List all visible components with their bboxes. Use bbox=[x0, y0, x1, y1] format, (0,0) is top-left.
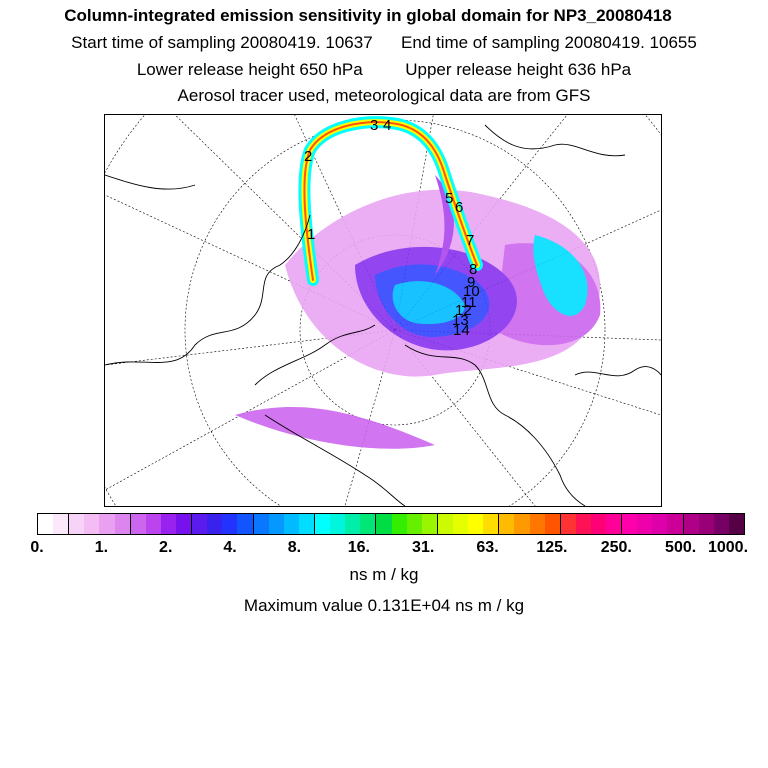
colorbar-segment bbox=[129, 514, 146, 534]
colorbar-segment bbox=[606, 514, 622, 534]
colorbar-segment bbox=[175, 514, 192, 534]
upper-release-height: Upper release height 636 hPa bbox=[405, 60, 632, 79]
trajectory-label-8: 8 bbox=[469, 261, 477, 278]
maximum-value: Maximum value 0.131E+04 ns m / kg bbox=[243, 596, 525, 615]
release-heights: Lower release height 650 hPa Upper relea… bbox=[0, 60, 768, 80]
colorbar-segment bbox=[391, 514, 407, 534]
trajectory-label-7: 7 bbox=[466, 232, 474, 249]
colorbar-segment bbox=[283, 514, 299, 534]
colorbar-tick-label: 31. bbox=[412, 539, 435, 556]
colorbar-segment bbox=[468, 514, 484, 534]
sampling-start: Start time of sampling 20080419. 10637 bbox=[71, 33, 373, 52]
colorbar-segment bbox=[652, 514, 668, 534]
lower-release-height: Lower release height 650 hPa bbox=[136, 60, 363, 79]
colorbar-segment bbox=[99, 514, 115, 534]
trajectory-label-11: 11 bbox=[461, 294, 477, 311]
trajectory-label-10: 10 bbox=[463, 283, 480, 300]
colorbar-segment bbox=[53, 514, 69, 534]
colorbar-segment bbox=[222, 514, 238, 534]
colorbar-segment bbox=[345, 514, 361, 534]
colorbar-segment bbox=[667, 514, 683, 534]
colorbar-segment bbox=[421, 514, 437, 534]
trajectory-label-13: 13 bbox=[452, 312, 469, 329]
trajectory-label-2: 2 bbox=[304, 148, 312, 165]
colorbar-segment bbox=[575, 514, 591, 534]
emission-sensitivity-map: 1 2 3 4 5 6 7 8 9 10 11 12 13 14 bbox=[104, 114, 662, 507]
colorbar-segment bbox=[498, 514, 515, 534]
tracer-note: Aerosol tracer used, meteorological data… bbox=[177, 86, 591, 105]
colorbar-segment bbox=[514, 514, 530, 534]
colorbar-units: ns m / kg bbox=[349, 565, 419, 584]
colorbar-tick-label: 125. bbox=[536, 539, 568, 556]
colorbar-segment bbox=[728, 514, 745, 534]
trajectory-label-14: 14 bbox=[453, 322, 470, 339]
colorbar-segment bbox=[160, 514, 176, 534]
colorbar-segment bbox=[529, 514, 545, 534]
trajectory-label-12: 12 bbox=[455, 302, 472, 319]
colorbar-segment bbox=[406, 514, 422, 534]
colorbar-tick-label: 63. bbox=[476, 539, 499, 556]
colorbar-segment bbox=[145, 514, 161, 534]
trajectory-labels: 1 2 3 4 5 6 7 8 9 10 11 12 13 14 bbox=[304, 117, 480, 339]
colorbar-segment bbox=[559, 514, 576, 534]
colorbar-segment bbox=[114, 514, 130, 534]
sampling-times: Start time of sampling 20080419. 10637 E… bbox=[0, 33, 768, 53]
colorbar-segment bbox=[544, 514, 560, 534]
colorbar-segment bbox=[330, 514, 346, 534]
colorbar-segment bbox=[207, 514, 223, 534]
colorbar-tick-label: 1000. bbox=[707, 539, 749, 556]
trajectory-label-5: 5 bbox=[445, 190, 453, 207]
colorbar-segment bbox=[298, 514, 314, 534]
colorbar-segment bbox=[682, 514, 699, 534]
colorbar-tick-label: 8. bbox=[287, 539, 302, 556]
colorbar bbox=[37, 513, 745, 535]
trajectory-label-1: 1 bbox=[307, 226, 315, 243]
colorbar-segment bbox=[360, 514, 376, 534]
colorbar-segment bbox=[698, 514, 714, 534]
colorbar-segment bbox=[375, 514, 392, 534]
colorbar-tick-label: 0. bbox=[30, 539, 44, 556]
colorbar-tick-label: 1. bbox=[94, 539, 109, 556]
colorbar-tick-label: 500. bbox=[665, 539, 697, 556]
colorbar-segment bbox=[713, 514, 729, 534]
colorbar-segment bbox=[637, 514, 653, 534]
trajectory-label-3: 3 bbox=[370, 117, 378, 134]
colorbar-segment bbox=[191, 514, 208, 534]
colorbar-segment bbox=[268, 514, 284, 534]
colorbar-tick-label: 250. bbox=[600, 539, 632, 556]
colorbar-segment bbox=[84, 514, 100, 534]
sampling-end: End time of sampling 20080419. 10655 bbox=[401, 33, 697, 52]
plot-title: Column-integrated emission sensitivity i… bbox=[64, 6, 672, 25]
colorbar-segment bbox=[252, 514, 269, 534]
trajectory-label-9: 9 bbox=[467, 274, 475, 291]
trajectory-label-6: 6 bbox=[455, 199, 463, 216]
colorbar-tick-label: 2. bbox=[159, 539, 173, 556]
colorbar-segment bbox=[436, 514, 453, 534]
colorbar-segment bbox=[621, 514, 638, 534]
colorbar-segment bbox=[590, 514, 607, 534]
colorbar-segment bbox=[313, 514, 331, 534]
colorbar-tick-label: 4. bbox=[223, 539, 237, 556]
coastlines bbox=[105, 124, 661, 506]
colorbar-segment bbox=[452, 514, 469, 534]
colorbar-segment bbox=[68, 514, 85, 534]
trajectory-label-4: 4 bbox=[383, 117, 391, 134]
trajectory-band bbox=[298, 116, 483, 286]
sensitivity-plume bbox=[235, 175, 601, 449]
colorbar-segment bbox=[483, 514, 499, 534]
colorbar-segment bbox=[38, 514, 54, 534]
colorbar-segment bbox=[237, 514, 253, 534]
colorbar-tick-label: 16. bbox=[347, 539, 370, 556]
